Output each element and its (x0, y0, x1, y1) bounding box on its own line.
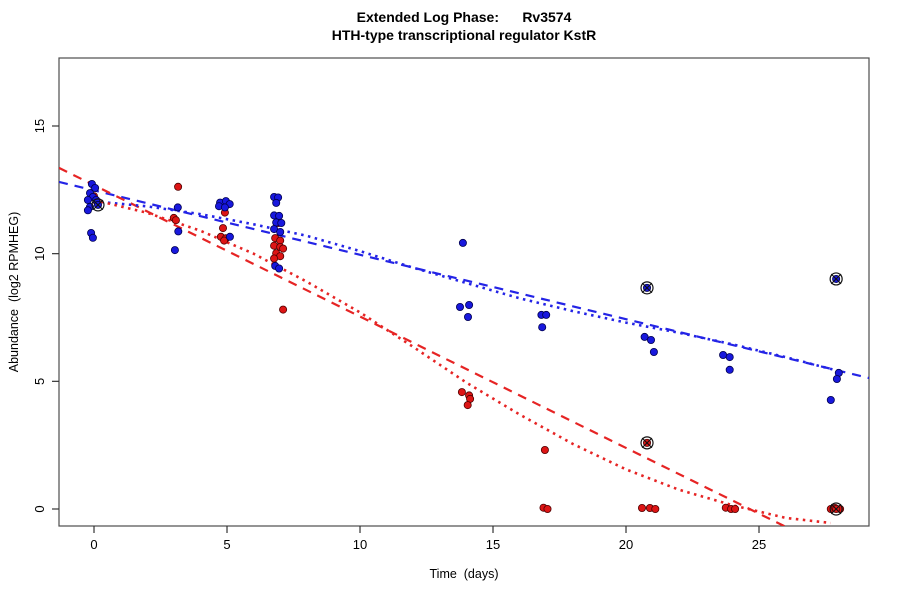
data-point-blue (832, 374, 841, 383)
circled-point-blue (640, 281, 654, 295)
data-point-blue (455, 302, 464, 311)
data-point-red (279, 305, 288, 314)
data-point-red (731, 504, 740, 513)
data-point-blue (277, 218, 286, 227)
data-point-blue (542, 310, 551, 319)
x-tick-label: 10 (353, 537, 367, 552)
data-point-blue (174, 227, 183, 236)
circled-point-blue (829, 272, 843, 286)
x-tick-label: 20 (619, 537, 633, 552)
circled-point-blue (91, 198, 105, 212)
data-point-red (638, 503, 647, 512)
data-point-blue (276, 227, 285, 236)
data-point-blue (647, 335, 656, 344)
flag-circle-icon (829, 272, 843, 286)
x-tick-label: 5 (223, 537, 230, 552)
data-point-blue (826, 395, 835, 404)
data-point-red (174, 182, 183, 191)
flag-circle-icon (829, 502, 843, 516)
flag-circle-icon (640, 281, 654, 295)
data-point-red (218, 224, 227, 233)
data-point-blue (91, 183, 100, 192)
y-tick-label: 15 (32, 119, 47, 133)
chart-title-line2: HTH-type transcriptional regulator KstR (331, 27, 597, 43)
flag-circle-icon (640, 436, 654, 450)
red-linear-fit (59, 166, 787, 526)
data-point-red (463, 401, 472, 410)
x-axis-title: Time (days) (429, 567, 499, 581)
red-curve-fit (93, 198, 831, 525)
flag-circle-icon (91, 198, 105, 212)
x-tick-label: 25 (752, 537, 766, 552)
y-tick-label: 0 (32, 505, 47, 512)
data-point-red (651, 504, 660, 513)
y-axis-title: Abundance (log2 RPMHEG) (7, 211, 21, 373)
x-tick-label: 0 (90, 537, 97, 552)
chart-title-line1: Extended Log Phase: Rv3574 (356, 9, 572, 25)
x-tick-label: 15 (486, 537, 500, 552)
blue-linear-fit (59, 180, 869, 380)
data-point-blue (275, 264, 284, 273)
data-point-red (220, 236, 229, 245)
y-tick-label: 10 (32, 246, 47, 260)
data-point-blue (465, 300, 474, 309)
blue-curve-fit (93, 200, 840, 373)
data-point-red (171, 216, 180, 225)
plot-border (58, 57, 870, 527)
data-point-blue (88, 233, 97, 242)
data-point-blue (225, 232, 234, 241)
data-point-blue (220, 203, 229, 212)
data-point-blue (463, 312, 472, 321)
data-point-blue (275, 211, 284, 220)
circled-point-red (640, 436, 654, 450)
data-point-blue (173, 203, 182, 212)
data-point-blue (458, 238, 467, 247)
data-point-blue (725, 353, 734, 362)
y-tick-label: 5 (32, 378, 47, 385)
data-point-red (279, 244, 288, 253)
data-point-blue (640, 332, 649, 341)
data-point-blue (725, 365, 734, 374)
data-point-blue (272, 198, 281, 207)
circled-point-red (829, 502, 843, 516)
data-point-blue (538, 323, 547, 332)
data-point-red (540, 445, 549, 454)
data-point-blue (649, 347, 658, 356)
data-point-blue (83, 206, 92, 215)
data-point-blue (170, 246, 179, 255)
data-point-red (457, 388, 466, 397)
data-point-blue (719, 350, 728, 359)
data-point-blue (83, 195, 92, 204)
data-point-red (270, 254, 279, 263)
data-point-red (543, 504, 552, 513)
